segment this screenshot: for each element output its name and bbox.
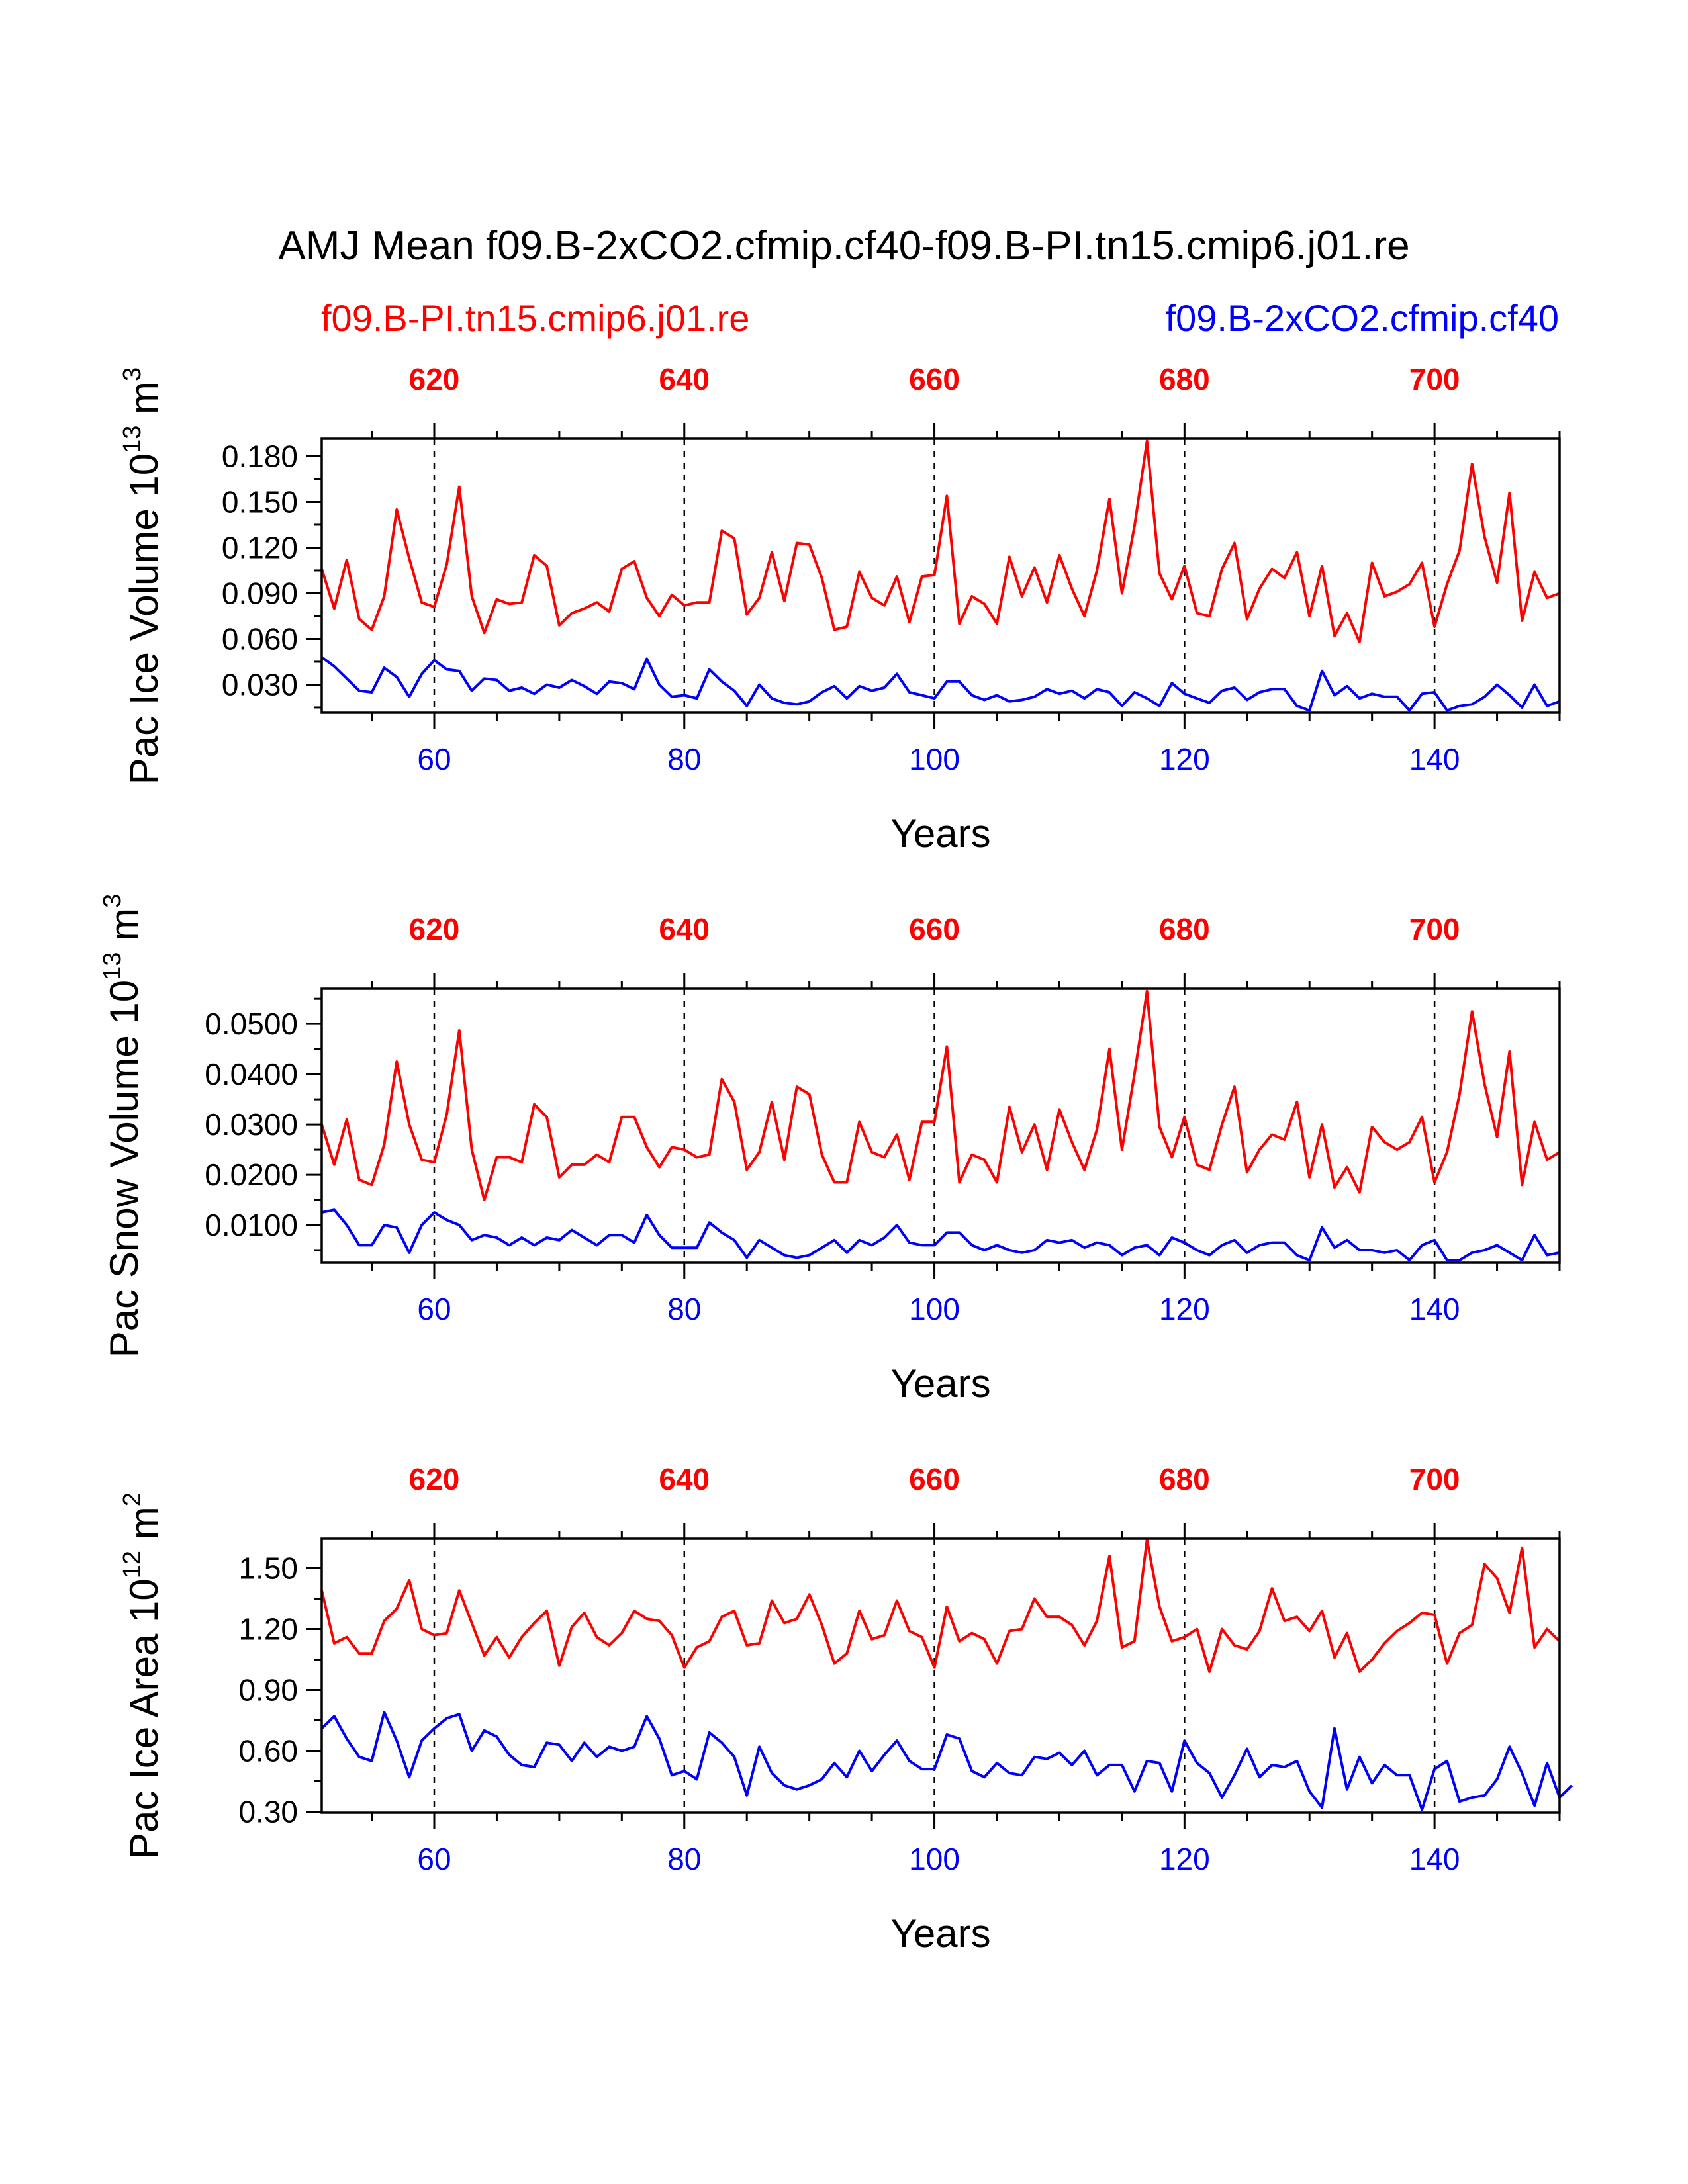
panel-1: 60 80 100 120 140 620 640 660 680 700 0.030 0.060 0.… bbox=[118, 362, 1561, 856]
y-tick-label: 0.0200 bbox=[205, 1158, 298, 1192]
figure-title: AMJ Mean f09.B-2xCO2.cfmip.cf40-f09.B-PI… bbox=[278, 223, 1409, 269]
y-tick-label: 0.180 bbox=[222, 439, 298, 473]
series-experiment-line bbox=[320, 656, 1560, 712]
y-tick-label: 1.20 bbox=[238, 1612, 298, 1646]
y-tick-label: 0.0300 bbox=[205, 1107, 298, 1142]
bottom-tick-label: 80 bbox=[667, 1292, 701, 1326]
top-tick-label: 680 bbox=[1159, 1462, 1210, 1496]
top-tick-label: 620 bbox=[409, 912, 460, 946]
y-tick-label: 0.0100 bbox=[205, 1208, 298, 1242]
series-control-line bbox=[320, 989, 1561, 1201]
bottom-tick-label: 120 bbox=[1159, 742, 1210, 776]
plot-frame bbox=[320, 437, 1561, 714]
panel-2: 60 80 100 120 140 620 640 660 680 700 0.0100 0.0200… bbox=[99, 894, 1561, 1406]
y-axis-title: Pac Ice Volume 1013 m3 bbox=[118, 367, 166, 784]
y-tick-label: 1.50 bbox=[238, 1551, 298, 1585]
series-control-line bbox=[320, 439, 1560, 643]
y-tick-label: 0.0500 bbox=[205, 1007, 298, 1041]
legend-control-label: f09.B-PI.tn15.cmip6.j01.re bbox=[321, 297, 749, 339]
y-tick-label: 0.90 bbox=[238, 1672, 298, 1707]
series-experiment-line bbox=[320, 1711, 1573, 1811]
series-experiment-line bbox=[321, 1208, 1560, 1262]
y-axis-title: Pac Ice Area 1012 m2 bbox=[118, 1492, 166, 1859]
bottom-tick-label: 120 bbox=[1159, 1292, 1210, 1326]
y-tick-label: 0.150 bbox=[222, 484, 298, 519]
y-tick-label: 0.060 bbox=[222, 621, 298, 656]
bottom-tick-label: 100 bbox=[909, 1292, 960, 1326]
y-tick-label: 0.090 bbox=[222, 576, 298, 610]
bottom-tick-label: 100 bbox=[909, 742, 960, 776]
y-tick-label: 0.30 bbox=[238, 1794, 298, 1829]
y-axis-title: Pac Snow Volume 1013 m3 bbox=[99, 894, 146, 1357]
top-tick-label: 640 bbox=[659, 912, 710, 946]
y-tick-label: 0.0400 bbox=[205, 1057, 298, 1091]
series-control-line bbox=[320, 1538, 1561, 1673]
top-tick-label: 680 bbox=[1159, 362, 1210, 396]
top-tick-label: 640 bbox=[659, 1462, 710, 1496]
bottom-tick-label: 60 bbox=[417, 1842, 451, 1876]
legend-experiment-label: f09.B-2xCO2.cfmip.cf40 bbox=[1166, 297, 1559, 339]
y-tick-label: 0.60 bbox=[238, 1733, 298, 1768]
top-tick-label: 660 bbox=[909, 362, 960, 396]
bottom-tick-label: 120 bbox=[1159, 1842, 1210, 1876]
bottom-tick-label: 140 bbox=[1409, 1292, 1460, 1326]
bottom-tick-label: 80 bbox=[667, 742, 701, 776]
y-tick-label: 0.030 bbox=[222, 667, 298, 702]
top-tick-label: 680 bbox=[1159, 912, 1210, 946]
top-tick-label: 620 bbox=[409, 1462, 460, 1496]
top-tick-label: 700 bbox=[1409, 1462, 1460, 1496]
bottom-tick-label: 60 bbox=[417, 1292, 451, 1326]
plot-frame bbox=[320, 987, 1561, 1264]
top-tick-label: 620 bbox=[409, 362, 460, 396]
bottom-tick-label: 140 bbox=[1409, 1842, 1460, 1876]
bottom-tick-label: 80 bbox=[667, 1842, 701, 1876]
bottom-tick-label: 140 bbox=[1409, 742, 1460, 776]
top-tick-label: 660 bbox=[909, 912, 960, 946]
top-tick-label: 700 bbox=[1409, 362, 1460, 396]
top-tick-label: 640 bbox=[659, 362, 710, 396]
top-tick-label: 700 bbox=[1409, 912, 1460, 946]
top-tick-label: 660 bbox=[909, 1462, 960, 1496]
panels: 60 80 100 120 140 620 640 660 680 700 0.030 0.060 0.… bbox=[99, 362, 1573, 1956]
bottom-tick-label: 60 bbox=[417, 742, 451, 776]
bottom-tick-label: 100 bbox=[909, 1842, 960, 1876]
panel-3: 60 80 100 120 140 620 640 660 680 700 0.30 0.60 0.90… bbox=[118, 1462, 1573, 1956]
y-tick-label: 0.120 bbox=[222, 530, 298, 565]
x-axis-title: Years bbox=[890, 1911, 990, 1956]
x-axis-title: Years bbox=[890, 811, 990, 856]
plot-frame bbox=[320, 1537, 1561, 1814]
x-axis-title: Years bbox=[890, 1361, 990, 1406]
